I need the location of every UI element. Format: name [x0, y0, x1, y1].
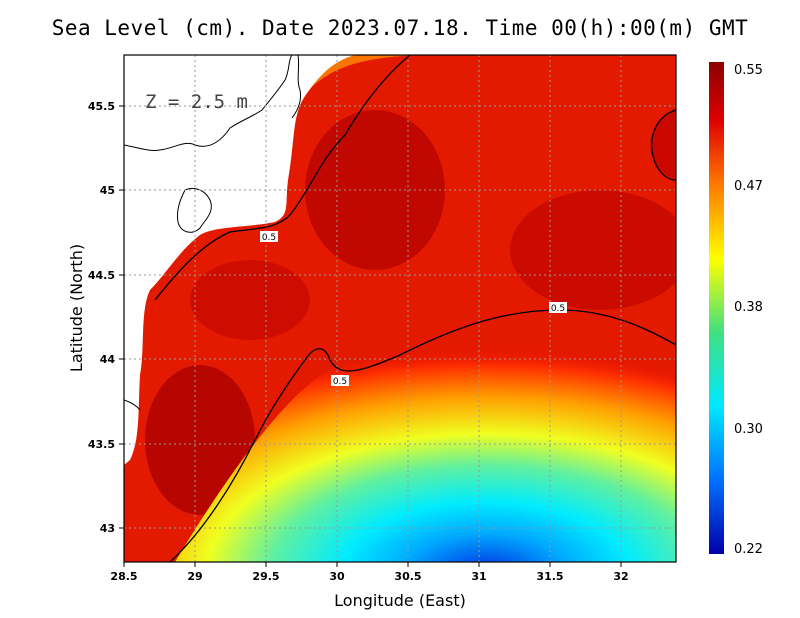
- plot-frame: [123, 54, 677, 563]
- y-axis-label: Latitude (North): [67, 244, 86, 372]
- colorbar: [709, 62, 724, 554]
- x-tick-label: 32: [613, 570, 628, 583]
- y-tick-marks: [119, 105, 124, 529]
- x-tick-label: 31: [471, 570, 486, 583]
- colorbar-labels: 0.55 0.47 0.38 0.30 0.22: [734, 63, 763, 557]
- y-tick-label: 44.5: [88, 269, 115, 282]
- x-tick-label: 30: [329, 570, 345, 583]
- coastline: [124, 55, 301, 411]
- coastline-lake: [177, 187, 212, 233]
- contour-label: 0.5: [262, 233, 276, 243]
- y-tick-labels: 43 43.5 44 44.5 45 45.5: [88, 100, 115, 535]
- contour-label-group: 0.5 0.5 0.5: [260, 231, 567, 387]
- colorbar-tick-label: 0.47: [734, 179, 763, 194]
- y-tick-label: 45: [100, 184, 115, 197]
- x-tick-label: 28.5: [110, 570, 137, 583]
- y-tick-label: 43: [100, 522, 115, 535]
- x-tick-label: 29: [187, 570, 202, 583]
- coastline-lagoon: [291, 55, 301, 119]
- x-tick-label: 31.5: [536, 570, 563, 583]
- contour-0.5-east: [651, 109, 676, 181]
- x-tick-labels: 28.5 29 29.5 30 30.5 31 31.5 32: [110, 570, 628, 583]
- y-tick-label: 45.5: [88, 100, 115, 113]
- y-tick-label: 43.5: [88, 438, 115, 451]
- contour-label: 0.5: [333, 377, 347, 387]
- coastline-south: [124, 399, 141, 411]
- map-title: Sea Level (cm). Date 2023.07.18. Time 00…: [51, 16, 749, 40]
- colorbar-tick-label: 0.55: [734, 63, 763, 78]
- colorbar-tick-label: 0.22: [734, 542, 763, 557]
- y-tick-label: 44: [100, 353, 116, 366]
- coastline-north: [124, 55, 293, 151]
- land-mask: [124, 55, 355, 465]
- sea-level-field: [124, 55, 676, 562]
- x-tick-label: 30.5: [394, 570, 421, 583]
- grid-lines: [124, 55, 676, 562]
- x-tick-label: 29.5: [252, 570, 279, 583]
- colorbar-tick-label: 0.38: [734, 300, 763, 315]
- colorbar-tick-label: 0.30: [734, 422, 763, 437]
- contour-0.5-coastal: [154, 55, 411, 301]
- x-axis-label: Longitude (East): [334, 591, 466, 610]
- x-tick-marks: [123, 562, 622, 567]
- depth-label: Z = 2.5 m: [145, 91, 248, 113]
- contour-label: 0.5: [551, 304, 565, 314]
